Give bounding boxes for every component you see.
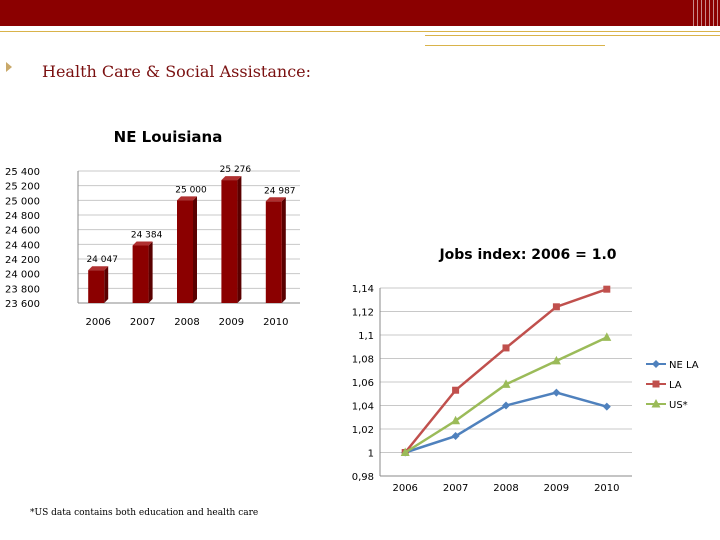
- series-point: [501, 379, 511, 388]
- bar-top: [265, 197, 286, 202]
- line-y-tick-label: 1,08: [352, 355, 374, 366]
- legend-marker: [652, 360, 660, 368]
- series-point: [552, 303, 560, 311]
- bar: [221, 180, 238, 303]
- bar-data-label: 24 047: [86, 255, 118, 265]
- legend-label: NE LA: [669, 360, 699, 371]
- series-point: [502, 401, 510, 410]
- series-point: [603, 285, 611, 293]
- top-banner: [0, 0, 720, 26]
- line-y-tick-label: 1: [368, 449, 374, 460]
- line-y-tick-label: 1,02: [352, 425, 374, 436]
- bar-y-tick-label: 24 400: [5, 240, 40, 251]
- bar-side: [104, 266, 109, 303]
- bar-data-label: 25 276: [220, 165, 252, 175]
- bar-y-tick-label: 23 800: [5, 284, 40, 295]
- footnote: *US data contains both education and hea…: [30, 508, 259, 518]
- bar-x-tick-label: 2009: [219, 317, 244, 328]
- bar-x-tick-label: 2007: [130, 317, 155, 328]
- bar-side: [193, 196, 197, 303]
- bar-y-tick-label: 25 400: [5, 167, 40, 178]
- bar-y-tick-label: 24 000: [5, 270, 40, 281]
- bar-y-tick-label: 23 600: [5, 299, 40, 310]
- bar-y-tick-label: 24 600: [5, 226, 40, 237]
- bar-x-tick-label: 2010: [263, 317, 288, 328]
- series-line: [404, 287, 608, 454]
- bar-top: [177, 196, 197, 201]
- bar-top: [132, 241, 153, 246]
- series-point: [602, 402, 611, 411]
- bar-y-tick-label: 25 000: [5, 196, 40, 207]
- line-y-tick-label: 1,14: [352, 284, 374, 295]
- deco-line-2: [425, 35, 720, 36]
- bar: [265, 201, 282, 303]
- line-y-tick-label: 0,98: [352, 472, 374, 483]
- series-point: [602, 332, 612, 341]
- line-x-tick-label: 2008: [493, 483, 518, 494]
- line-chart-title: Jobs index: 2006 = 1.0: [438, 247, 616, 263]
- line-y-tick-label: 1,04: [352, 402, 374, 413]
- line-y-tick-label: 1,1: [358, 331, 374, 342]
- banner-stripes: [690, 0, 720, 26]
- bar-x-tick-label: 2006: [85, 317, 110, 328]
- series-point: [400, 447, 410, 456]
- bar: [88, 270, 105, 303]
- bar-top: [221, 176, 242, 181]
- bar-side: [237, 176, 242, 303]
- line-x-tick-label: 2007: [443, 483, 468, 494]
- series-point: [452, 386, 460, 394]
- series-point: [451, 415, 461, 425]
- bar-y-tick-label: 25 200: [5, 182, 40, 193]
- bar-chart-title: NE Louisiana: [114, 128, 223, 146]
- line-y-tick-label: 1,12: [352, 308, 374, 319]
- bar-y-tick-label: 24 200: [5, 255, 40, 266]
- legend-label: LA: [669, 380, 682, 391]
- series-point: [502, 344, 510, 352]
- series-point: [552, 388, 561, 397]
- bar-y-tick-label: 24 800: [5, 211, 40, 222]
- line-y-tick-label: 1,06: [352, 378, 374, 389]
- bar: [177, 200, 193, 303]
- line-x-tick-label: 2009: [544, 483, 569, 494]
- deco-line-3: [425, 45, 605, 46]
- bar-side: [281, 197, 286, 303]
- deco-line-1: [0, 31, 720, 32]
- bullet-triangle-icon: [6, 62, 12, 72]
- line-x-tick-label: 2010: [594, 483, 619, 494]
- bar-data-label: 25 000: [175, 185, 207, 195]
- legend-label: US*: [669, 400, 688, 411]
- bar-data-label: 24 987: [264, 186, 296, 196]
- bar-side: [148, 241, 153, 303]
- legend-marker: [651, 399, 661, 408]
- series-point: [451, 432, 460, 441]
- line-x-tick-label: 2006: [392, 483, 417, 494]
- bar-x-tick-label: 2008: [174, 317, 199, 328]
- series-point: [551, 355, 561, 365]
- bar-data-label: 24 384: [131, 231, 163, 241]
- bar-top: [88, 266, 109, 271]
- series-line: [404, 336, 608, 454]
- legend-marker: [652, 380, 660, 388]
- bar: [132, 245, 149, 303]
- slide-title: Health Care & Social Assistance:: [42, 62, 312, 81]
